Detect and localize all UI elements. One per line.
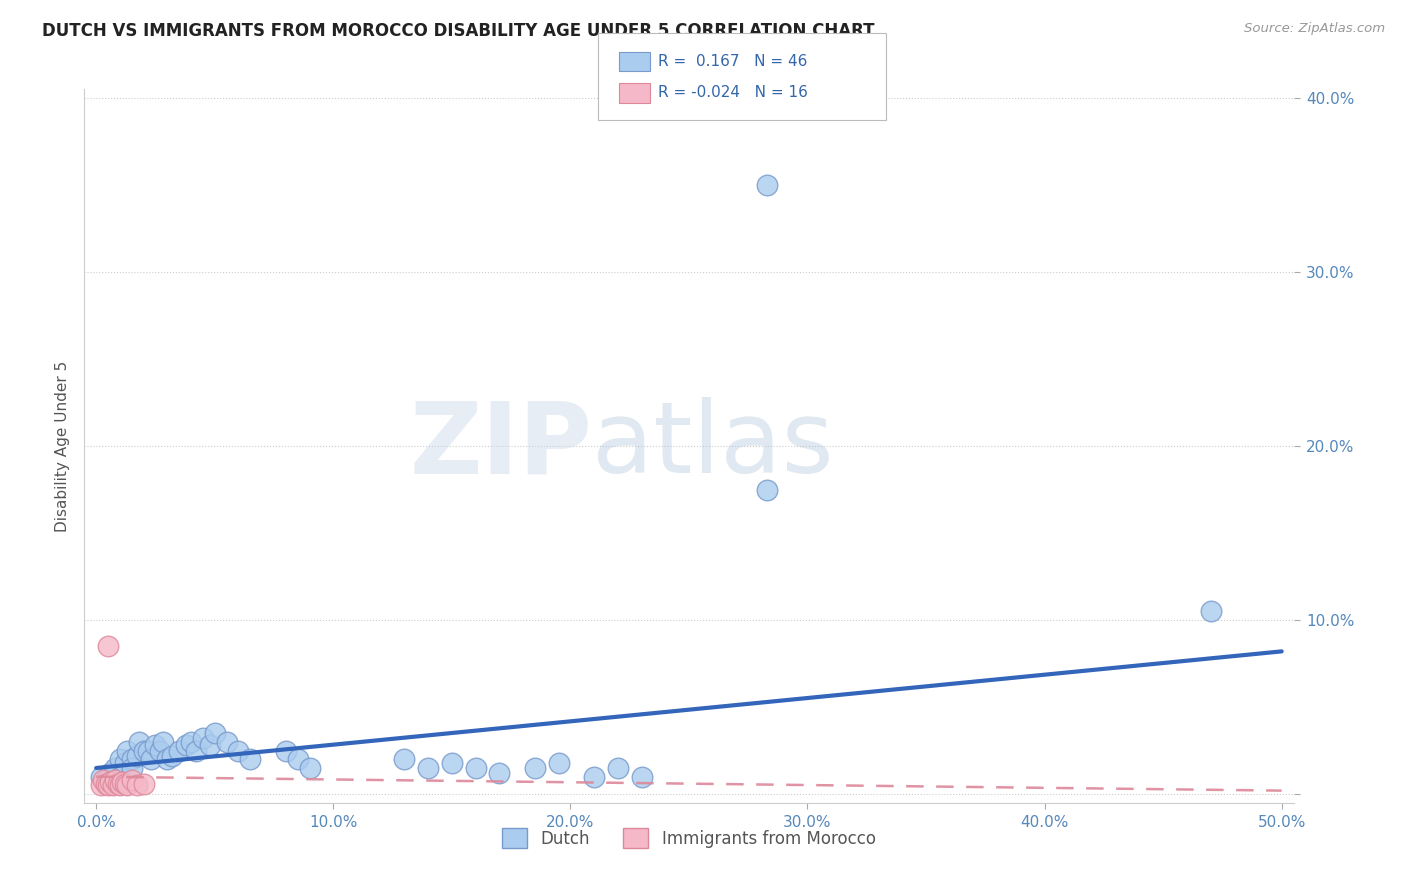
- Point: [756, 178, 779, 192]
- Point: [176, 739, 198, 753]
- Text: R =  0.167   N = 46: R = 0.167 N = 46: [658, 54, 807, 69]
- Point: [90, 778, 112, 792]
- Point: [132, 743, 155, 757]
- Point: [107, 777, 129, 791]
- Point: [606, 761, 628, 775]
- Point: [108, 778, 131, 792]
- Point: [128, 735, 150, 749]
- Point: [167, 743, 190, 757]
- Point: [111, 775, 134, 789]
- Point: [198, 739, 221, 753]
- Point: [228, 743, 250, 757]
- Point: [115, 743, 138, 757]
- Text: atlas: atlas: [592, 398, 834, 494]
- Point: [100, 766, 122, 780]
- Point: [239, 752, 262, 766]
- Point: [104, 773, 127, 788]
- Point: [204, 726, 226, 740]
- Point: [108, 752, 131, 766]
- Text: R = -0.024   N = 16: R = -0.024 N = 16: [658, 86, 808, 100]
- Point: [108, 770, 131, 784]
- Point: [464, 761, 486, 775]
- Legend: Dutch, Immigrants from Morocco: Dutch, Immigrants from Morocco: [495, 822, 883, 855]
- Point: [394, 752, 416, 766]
- Point: [149, 743, 172, 757]
- Point: [630, 770, 652, 784]
- Point: [97, 639, 120, 653]
- Point: [160, 748, 183, 763]
- Point: [583, 770, 606, 784]
- Point: [488, 766, 510, 780]
- Point: [287, 752, 309, 766]
- Point: [91, 773, 114, 788]
- Point: [215, 735, 238, 749]
- Point: [152, 735, 174, 749]
- Point: [125, 748, 148, 763]
- Point: [121, 761, 143, 775]
- Point: [180, 735, 202, 749]
- Point: [114, 756, 136, 770]
- Y-axis label: Disability Age Under 5: Disability Age Under 5: [55, 360, 70, 532]
- Point: [191, 731, 214, 746]
- Point: [94, 773, 117, 788]
- Point: [97, 778, 120, 792]
- Point: [121, 773, 143, 788]
- Point: [100, 775, 122, 789]
- Text: Source: ZipAtlas.com: Source: ZipAtlas.com: [1244, 22, 1385, 36]
- Point: [90, 770, 112, 784]
- Point: [523, 761, 546, 775]
- Point: [94, 777, 117, 791]
- Text: DUTCH VS IMMIGRANTS FROM MOROCCO DISABILITY AGE UNDER 5 CORRELATION CHART: DUTCH VS IMMIGRANTS FROM MOROCCO DISABIL…: [42, 22, 875, 40]
- Point: [298, 761, 321, 775]
- Point: [547, 756, 569, 770]
- Point: [1199, 604, 1222, 618]
- Point: [418, 761, 440, 775]
- Point: [114, 777, 136, 791]
- Point: [115, 778, 138, 792]
- Point: [274, 743, 297, 757]
- Text: ZIP: ZIP: [409, 398, 592, 494]
- Point: [125, 778, 148, 792]
- Point: [156, 752, 179, 766]
- Point: [104, 761, 127, 775]
- Point: [756, 483, 779, 497]
- Point: [138, 743, 160, 757]
- Point: [184, 743, 207, 757]
- Point: [132, 777, 155, 791]
- Point: [145, 739, 167, 753]
- Point: [121, 752, 143, 766]
- Point: [440, 756, 463, 770]
- Point: [139, 752, 162, 766]
- Point: [101, 778, 124, 792]
